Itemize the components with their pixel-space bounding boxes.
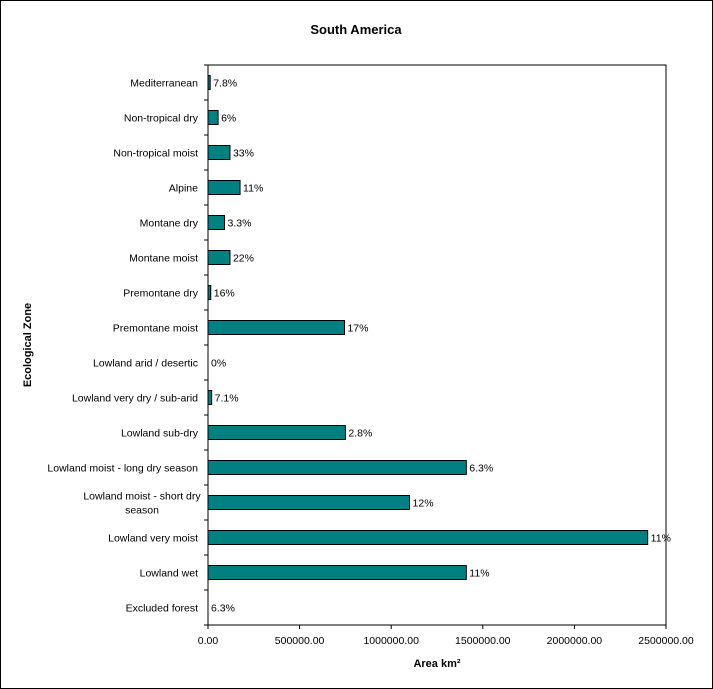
- data-label: 2.8%: [348, 428, 372, 440]
- data-label: 0%: [211, 358, 226, 370]
- bar: [207, 425, 346, 440]
- x-tick-label: 2500000.00: [638, 635, 694, 647]
- data-label: 6%: [221, 113, 236, 125]
- category-label: Lowland very dry / sub-arid: [72, 393, 198, 405]
- category-label: Premontane moist: [113, 323, 198, 335]
- bar: [207, 390, 213, 405]
- category-label: Lowland very moist: [108, 533, 198, 545]
- bar: [207, 285, 212, 300]
- data-label: 7.8%: [213, 78, 237, 90]
- category-label: Lowland arid / desertic: [93, 358, 198, 370]
- category-label: Non-tropical dry: [124, 113, 199, 125]
- bar: [207, 495, 411, 510]
- bar: [207, 215, 225, 230]
- bar: [207, 110, 219, 125]
- bar: [207, 530, 649, 545]
- data-label: 6.3%: [211, 603, 235, 615]
- bar: [207, 75, 211, 90]
- bar: [207, 180, 241, 195]
- category-label: Mediterranean: [130, 78, 198, 90]
- x-tick-label: 2000000.00: [547, 635, 603, 647]
- bar: [207, 565, 467, 580]
- bar: [207, 460, 467, 475]
- chart-title: South America: [310, 22, 402, 37]
- data-label: 16%: [214, 288, 235, 300]
- category-label: Lowland moist - long dry season: [47, 463, 198, 475]
- bar: [207, 250, 231, 265]
- data-label: 33%: [233, 148, 254, 160]
- bar: [207, 320, 345, 335]
- data-label: 11%: [651, 533, 671, 545]
- y-axis-title: Ecological Zone: [22, 303, 34, 387]
- category-label: Alpine: [169, 183, 198, 195]
- x-tick-label: 1500000.00: [455, 635, 511, 647]
- data-label: 17%: [347, 323, 368, 335]
- x-tick-label: 0.00: [198, 635, 219, 647]
- category-label: Lowland moist - short dry season: [83, 491, 201, 517]
- category-label: Montane dry: [140, 218, 199, 230]
- data-label: 22%: [233, 253, 254, 265]
- data-label: 11%: [243, 183, 263, 195]
- category-label: Montane moist: [129, 253, 198, 265]
- x-axis-title: Area km²: [413, 658, 460, 670]
- category-label: Premontane dry: [123, 288, 198, 300]
- data-label: 7.1%: [215, 393, 239, 405]
- x-tick-label: 500000.00: [275, 635, 325, 647]
- category-label: Lowland wet: [140, 568, 198, 580]
- data-label: 3.3%: [227, 218, 251, 230]
- category-label: Lowland sub-dry: [121, 428, 199, 440]
- data-label: 12%: [413, 498, 434, 510]
- bar: [207, 145, 231, 160]
- data-label: 11%: [469, 568, 489, 580]
- data-label: 6.3%: [469, 463, 493, 475]
- category-label: Excluded forest: [126, 603, 198, 615]
- category-label: Non-tropical moist: [113, 148, 198, 160]
- x-tick-label: 1000000.00: [363, 635, 419, 647]
